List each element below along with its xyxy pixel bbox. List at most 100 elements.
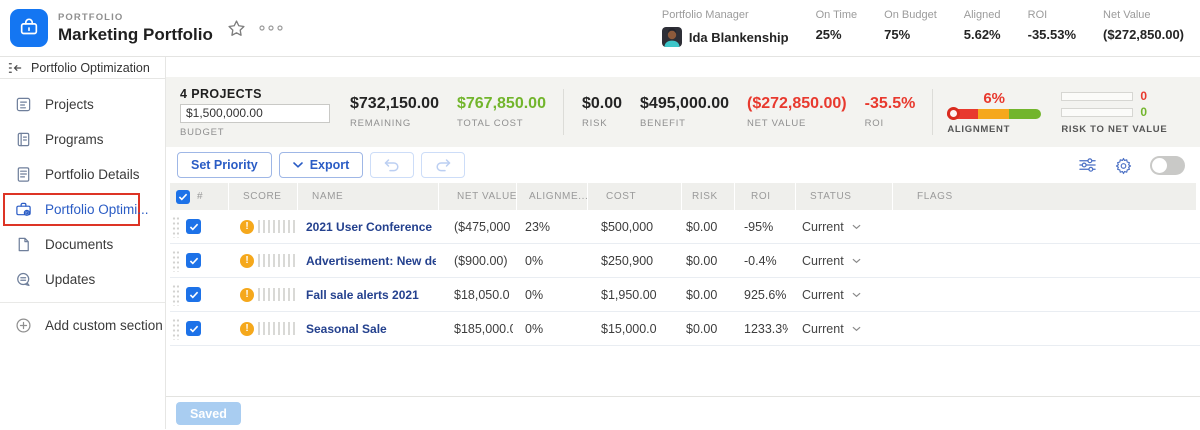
redo-icon bbox=[436, 159, 451, 172]
project-name-link[interactable]: Seasonal Sale bbox=[306, 321, 387, 336]
select-all-header[interactable]: # bbox=[170, 183, 228, 210]
sidebar-item-portfolio-details[interactable]: Portfolio Details bbox=[0, 157, 165, 192]
alignment-cell: 23% bbox=[525, 219, 551, 234]
projects-count-title: 4 PROJECTS bbox=[180, 86, 262, 101]
score-cell[interactable]: ! bbox=[228, 321, 296, 336]
sidebar-item-label: Portfolio Details bbox=[45, 167, 140, 182]
undo-button[interactable] bbox=[370, 152, 415, 178]
project-name-link[interactable]: 2021 User Conference bbox=[306, 219, 433, 234]
net-value-bar bbox=[1061, 107, 1134, 117]
score-bars bbox=[258, 322, 296, 335]
score-cell[interactable]: ! bbox=[228, 287, 296, 302]
table-row: ! 2021 User Conference ($475,000 23% $50… bbox=[170, 210, 1200, 244]
score-warning-icon: ! bbox=[240, 219, 254, 234]
status-dropdown[interactable]: Current bbox=[788, 254, 884, 268]
saved-button[interactable]: Saved bbox=[176, 402, 241, 425]
net-value-cell: ($475,000 bbox=[454, 219, 511, 234]
score-cell[interactable]: ! bbox=[228, 219, 296, 234]
name-column-header[interactable]: NAME bbox=[298, 183, 438, 210]
redo-button[interactable] bbox=[421, 152, 466, 178]
budget-input[interactable] bbox=[180, 103, 330, 123]
row-checkbox[interactable] bbox=[186, 287, 201, 302]
more-options-icon[interactable] bbox=[258, 24, 284, 32]
set-priority-button[interactable]: Set Priority bbox=[177, 152, 272, 178]
score-bars bbox=[258, 254, 296, 267]
net-value-count: 0 bbox=[1140, 105, 1148, 119]
sidebar-item-programs[interactable]: Programs bbox=[0, 122, 165, 157]
status-dropdown[interactable]: Current bbox=[788, 288, 884, 302]
score-bars bbox=[258, 220, 296, 233]
row-checkbox[interactable] bbox=[186, 321, 201, 336]
risk-to-net-value-label: RISK TO NET VALUE bbox=[1061, 124, 1168, 135]
score-column-header[interactable]: SCORE bbox=[229, 183, 297, 210]
select-all-checkbox[interactable] bbox=[176, 189, 190, 204]
status-dropdown[interactable]: Current bbox=[788, 220, 884, 234]
sidebar-item-projects[interactable]: Projects bbox=[0, 87, 165, 122]
view-toggle[interactable] bbox=[1150, 155, 1185, 175]
portfolio-kpi-strip: Portfolio Manager Ida Blankenship On Tim… bbox=[661, 9, 1184, 47]
sidebar-item-label: Portfolio Optimi... bbox=[45, 202, 149, 217]
alignment-cell: 0% bbox=[525, 287, 544, 302]
project-name-link[interactable]: Advertisement: New developr bbox=[306, 253, 436, 268]
score-bars bbox=[258, 288, 296, 301]
star-favorite-icon[interactable] bbox=[227, 19, 246, 38]
alignment-column-header[interactable]: ALIGNME... bbox=[517, 183, 587, 210]
programs-icon bbox=[17, 132, 30, 147]
kpi-portfolio-manager: Portfolio Manager Ida Blankenship bbox=[661, 9, 789, 47]
roi-column-header[interactable]: ROI bbox=[735, 183, 795, 210]
top-header: PORTFOLIO Marketing Portfolio Portfolio … bbox=[0, 0, 1200, 57]
alignment-gauge: 6% ALIGNMENT bbox=[947, 90, 1042, 135]
risk-bar bbox=[1061, 91, 1134, 101]
gear-icon[interactable] bbox=[1114, 156, 1133, 175]
undo-icon bbox=[385, 159, 399, 172]
gauge-green-segment bbox=[1009, 108, 1042, 119]
row-checkbox[interactable] bbox=[186, 219, 201, 234]
risk-to-net-value-widget: 0 0 RISK TO NET VALUE bbox=[1061, 89, 1167, 135]
metric-roi: -35.5% ROI bbox=[864, 95, 916, 129]
manager-avatar[interactable] bbox=[661, 27, 682, 47]
table-row: ! Seasonal Sale $185,000.0 0% $15,000.0 … bbox=[170, 312, 1200, 346]
collapse-panel-icon[interactable] bbox=[8, 61, 23, 75]
budget-label: BUDGET bbox=[180, 126, 225, 138]
portfolio-type-label: PORTFOLIO bbox=[58, 11, 124, 23]
risk-column-header[interactable]: RISK bbox=[682, 183, 734, 210]
summary-divider bbox=[932, 89, 934, 135]
table-row: ! Advertisement: New developr ($900.00) … bbox=[170, 244, 1200, 278]
status-column-header[interactable]: STATUS bbox=[796, 183, 892, 210]
score-cell[interactable]: ! bbox=[228, 253, 296, 268]
panel-title-bar[interactable]: Portfolio Optimization bbox=[0, 57, 165, 79]
cost-cell: $1,950.00 bbox=[601, 287, 657, 302]
projects-icon bbox=[16, 97, 31, 112]
drag-handle[interactable] bbox=[172, 249, 179, 272]
drag-handle[interactable] bbox=[172, 283, 179, 306]
kpi-on-budget: On Budget 75% bbox=[884, 9, 937, 42]
kpi-aligned: Aligned 5.62% bbox=[963, 9, 1001, 42]
table-header-row: # SCORE NAME NET VALUE ↑ ALIGNME... COST… bbox=[170, 183, 1200, 210]
drag-handle[interactable] bbox=[172, 215, 179, 238]
gauge-marker bbox=[947, 106, 961, 120]
project-name-link[interactable]: Fall sale alerts 2021 bbox=[306, 287, 419, 302]
projects-table: # SCORE NAME NET VALUE ↑ ALIGNME... COST… bbox=[170, 183, 1200, 346]
chevron-down-icon bbox=[852, 326, 861, 331]
export-button[interactable]: Export bbox=[278, 152, 364, 178]
metric-remaining: $732,150.00 REMAINING bbox=[350, 95, 439, 129]
metric-total-cost: $767,850.00 TOTAL COST bbox=[456, 95, 546, 129]
manager-name: Ida Blankenship bbox=[688, 29, 789, 45]
sidebar-item-label: Projects bbox=[45, 97, 94, 112]
row-checkbox[interactable] bbox=[186, 253, 201, 268]
drag-handle[interactable] bbox=[172, 317, 179, 340]
sidebar-item-portfolio-optimization[interactable]: Portfolio Optimi... bbox=[0, 192, 165, 227]
add-custom-section-button[interactable]: Add custom section bbox=[0, 308, 165, 343]
sidebar-item-updates[interactable]: Updates bbox=[0, 262, 165, 297]
gauge-yellow-segment bbox=[978, 108, 1010, 119]
sidebar-item-documents[interactable]: Documents bbox=[0, 227, 165, 262]
net-value-column-header[interactable]: NET VALUE ↑ bbox=[439, 183, 516, 210]
alignment-cell: 0% bbox=[525, 321, 544, 336]
cost-column-header[interactable]: COST bbox=[588, 183, 681, 210]
status-dropdown[interactable]: Current bbox=[788, 322, 884, 336]
filters-icon[interactable] bbox=[1078, 156, 1097, 174]
risk-cell: $0.00 bbox=[686, 321, 718, 336]
panel-title: Portfolio Optimization bbox=[31, 60, 150, 75]
flags-column-header[interactable]: FLAGS bbox=[893, 183, 1196, 210]
risk-cell: $0.00 bbox=[686, 287, 718, 302]
